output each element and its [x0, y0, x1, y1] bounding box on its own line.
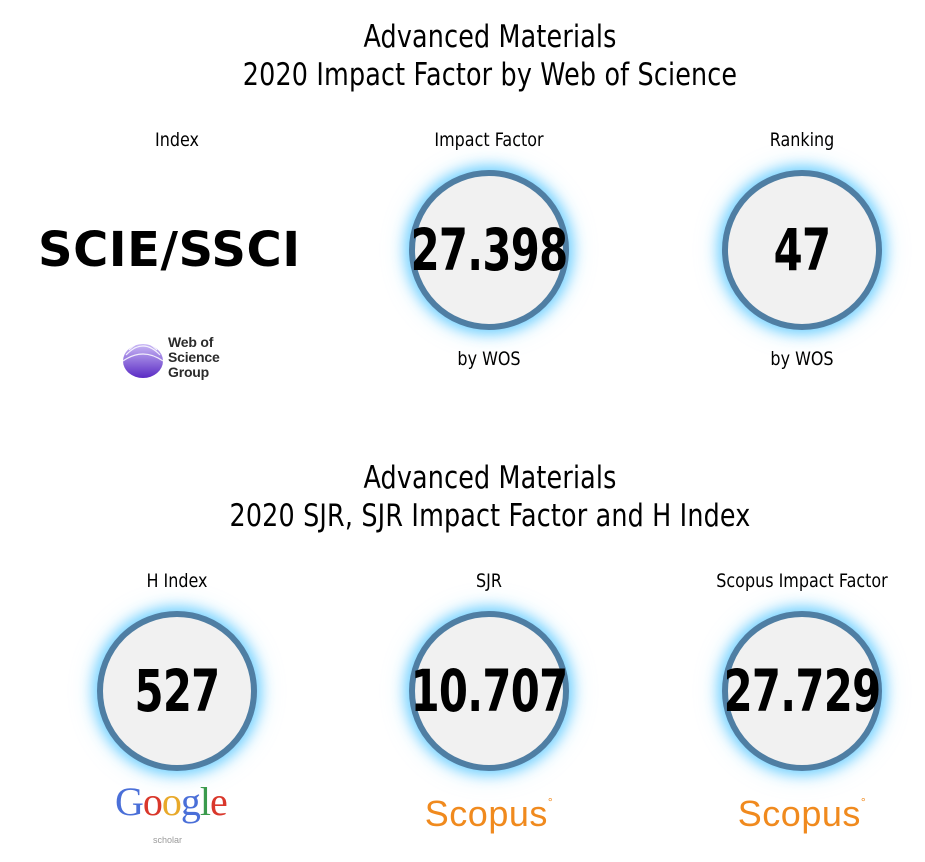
impact-factor-value: 27.398 [410, 216, 569, 284]
sjr-title-line2: 2020 SJR, SJR Impact Factor and H Index [229, 498, 751, 534]
scopus-impact-factor-circle: 27.729 [722, 611, 882, 771]
scopus-logo-sjr: Scopus° [424, 793, 554, 834]
wos-logo-line1: Web of [168, 334, 214, 350]
wos-title-line1: Advanced Materials [363, 19, 617, 55]
sjr-section-title: Advanced Materials 2020 SJR, SJR Impact … [88, 459, 892, 535]
h-index-label: H Index [146, 570, 208, 592]
wos-title-line2: 2020 Impact Factor by Web of Science [242, 57, 738, 93]
index-label: Index [155, 129, 199, 151]
sjr-circle: 10.707 [409, 611, 569, 771]
web-of-science-logo: Web of Science Group [120, 333, 240, 385]
index-value: SCIE/SSCI [38, 222, 301, 278]
scopus-impact-factor-value: 27.729 [723, 657, 882, 725]
h-index-circle: 527 [97, 611, 257, 771]
google-logo-letter: o [161, 779, 182, 824]
google-logo-letter: G [115, 779, 144, 824]
ranking-value: 47 [773, 216, 831, 284]
impact-factor-label: Impact Factor [434, 129, 544, 151]
google-logo-letter: g [180, 779, 201, 824]
wos-section-title: Advanced Materials 2020 Impact Factor by… [88, 18, 892, 94]
sjr-value: 10.707 [410, 657, 569, 725]
ranking-circle: 47 [722, 170, 882, 330]
scopus-logo-text: Scopus [424, 793, 548, 834]
scopus-logo-impact: Scopus° [737, 793, 867, 834]
google-logo-letter: o [142, 779, 163, 824]
h-index-value: 527 [134, 657, 220, 725]
wos-logo-line2: Science [168, 349, 220, 365]
impact-factor-circle: 27.398 [409, 170, 569, 330]
ranking-label: Ranking [769, 129, 835, 151]
google-logo-letter: l [199, 779, 211, 824]
sjr-label: SJR [476, 570, 502, 592]
wos-sphere-icon [122, 338, 164, 378]
wos-logo-line3: Group [168, 364, 209, 380]
google-logo-letter: e [210, 779, 228, 824]
google-scholar-subtext: scholar [153, 835, 183, 845]
sjr-title-line1: Advanced Materials [363, 460, 617, 496]
google-scholar-logo: Google scholar [115, 779, 245, 846]
google-logo-text: Google [115, 779, 228, 824]
scopus-impact-factor-label: Scopus Impact Factor [716, 570, 888, 592]
impact-factor-source: by WOS [457, 348, 521, 370]
scopus-logo-text: Scopus [737, 793, 861, 834]
ranking-source: by WOS [770, 348, 834, 370]
